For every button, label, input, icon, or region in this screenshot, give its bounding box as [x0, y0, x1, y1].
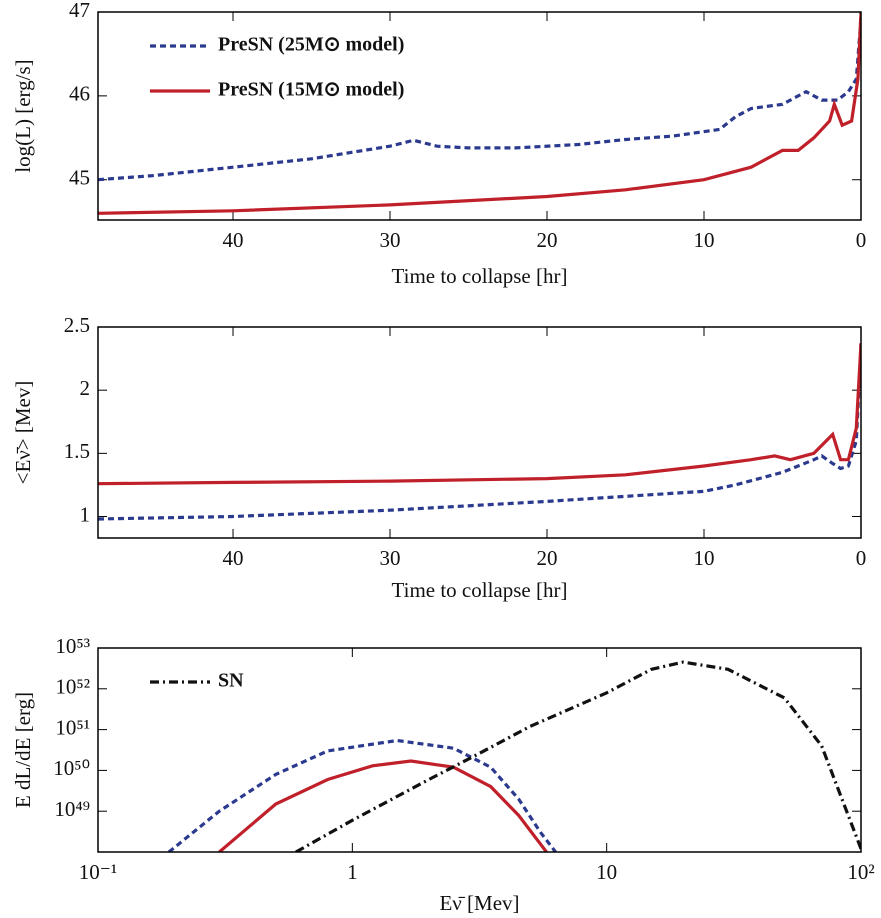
- y-tick-label: 10⁵¹: [55, 715, 90, 739]
- y-tick-label: 45: [69, 166, 90, 190]
- x-tick-label: 20: [537, 546, 558, 570]
- plot-frame: [97, 647, 862, 853]
- x-tick-label: 40: [223, 228, 244, 252]
- x-axis-label: Eν̄ [Mev]: [439, 891, 519, 915]
- x-axis-label: Time to collapse [hr]: [392, 578, 568, 602]
- x-tick-label: 10: [596, 860, 617, 884]
- y-tick-label: 47: [69, 0, 90, 22]
- x-tick-label: 40: [223, 546, 244, 570]
- y-tick-label: 1.5: [64, 439, 90, 463]
- y-tick-label: 10⁴⁹: [54, 797, 90, 821]
- y-tick-label: 10⁵³: [55, 634, 90, 658]
- data-line: [98, 12, 861, 182]
- plot-frame: [97, 11, 862, 221]
- legend-label: PreSN (25M⊙ model): [218, 34, 404, 56]
- y-tick-label: 2: [80, 376, 91, 400]
- y-axis-label: <Eν̄> [Mev]: [11, 381, 35, 485]
- data-line: [98, 12, 861, 215]
- x-tick-label: 10: [694, 228, 715, 252]
- x-tick-label: 30: [380, 546, 401, 570]
- data-line: [98, 343, 861, 486]
- x-tick-label: 1: [347, 860, 358, 884]
- y-tick-label: 46: [69, 82, 90, 106]
- data-line: [218, 759, 548, 852]
- x-tick-label: 10²: [847, 860, 874, 884]
- x-tick-label: 30: [380, 228, 401, 252]
- x-tick-label: 10⁻¹: [79, 860, 117, 884]
- y-tick-label: 1: [80, 502, 91, 526]
- legend-label: SN: [218, 670, 244, 692]
- y-tick-label: 10⁵²: [55, 675, 90, 699]
- legend-label: PreSN (15M⊙ model): [218, 79, 404, 101]
- data-line: [98, 343, 861, 521]
- x-tick-label: 0: [856, 546, 867, 570]
- plot-frame: [97, 326, 862, 539]
- y-tick-label: 2.5: [64, 313, 90, 337]
- x-axis-label: Time to collapse [hr]: [392, 264, 568, 288]
- x-tick-label: 20: [537, 228, 558, 252]
- y-axis-label: E dL/dE [erg]: [11, 692, 35, 808]
- data-line: [167, 738, 557, 852]
- x-tick-label: 0: [856, 228, 867, 252]
- y-axis-label: log(L) [erg/s]: [11, 59, 35, 172]
- x-tick-label: 10: [694, 546, 715, 570]
- y-tick-label: 10⁵⁰: [53, 756, 90, 780]
- data-line: [295, 660, 861, 852]
